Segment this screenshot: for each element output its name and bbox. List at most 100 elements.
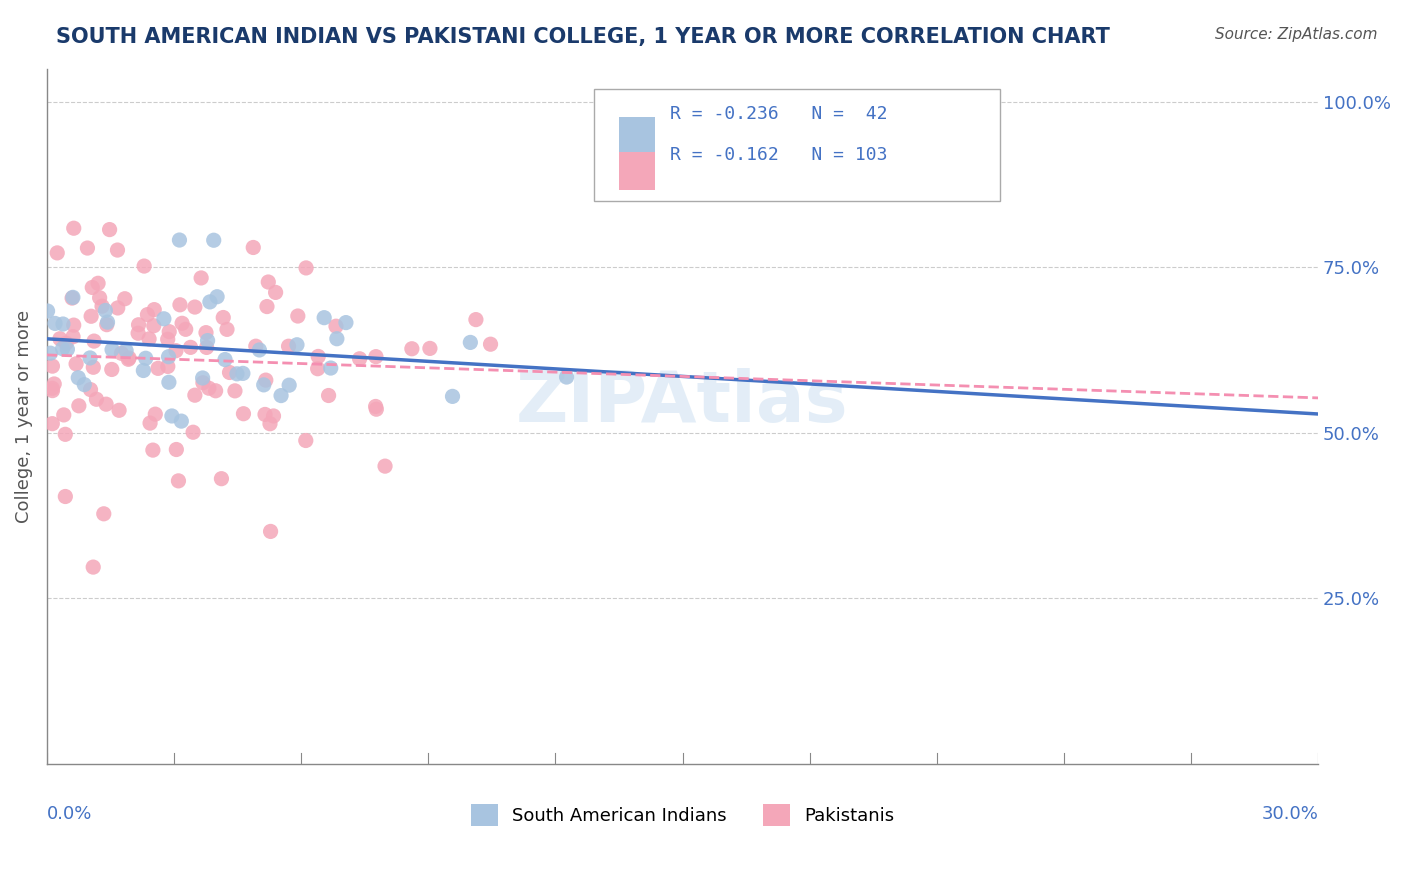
Point (142, 443, 165, 458)
Point (132, 363, 155, 377)
Point (264, 285, 287, 300)
Point (44, 376, 66, 391)
Point (73, 377, 96, 392)
Point (96, 315, 118, 329)
Point (44, 317, 66, 331)
Point (460, 335, 482, 350)
Point (41, 381, 63, 395)
Point (110, 346, 132, 360)
Point (79, 383, 101, 397)
Point (318, 388, 340, 402)
Point (160, 409, 183, 423)
Point (232, 407, 254, 421)
Point (115, 343, 138, 358)
Text: SOUTH AMERICAN INDIAN VS PAKISTANI COLLEGE, 1 YEAR OR MORE CORRELATION CHART: SOUTH AMERICAN INDIAN VS PAKISTANI COLLE… (56, 27, 1111, 46)
Point (204, 384, 226, 398)
Point (218, 366, 240, 380)
Point (169, 233, 191, 247)
Point (184, 388, 207, 402)
Point (127, 326, 149, 341)
Point (82, 560, 104, 574)
Point (224, 384, 246, 398)
Point (51, 342, 73, 356)
Point (366, 402, 388, 417)
Text: R = -0.162   N = 103: R = -0.162 N = 103 (669, 146, 887, 164)
Point (441, 389, 464, 403)
FancyBboxPatch shape (593, 89, 1000, 201)
Point (56, 343, 79, 357)
Point (143, 302, 166, 317)
Point (278, 378, 301, 392)
Point (172, 316, 194, 330)
Point (100, 362, 122, 376)
Point (86, 392, 108, 407)
Point (157, 350, 180, 364)
Point (89, 291, 111, 305)
Point (259, 417, 281, 431)
Point (60, 291, 83, 305)
Point (326, 332, 349, 346)
Point (94, 397, 117, 411)
Point (174, 322, 197, 336)
Legend: South American Indians, Pakistanis: South American Indians, Pakistanis (464, 797, 901, 833)
Point (82, 280, 104, 294)
Point (153, 311, 176, 326)
Point (62, 221, 84, 235)
Point (277, 339, 299, 353)
Point (62, 329, 84, 343)
Point (55, 336, 77, 351)
Point (419, 342, 441, 356)
Point (82, 360, 104, 375)
Point (191, 371, 214, 385)
Point (142, 318, 165, 333)
Y-axis label: College, 1 year or more: College, 1 year or more (15, 310, 32, 523)
Point (214, 352, 236, 367)
Point (108, 403, 131, 417)
Point (67, 370, 90, 384)
Point (263, 409, 285, 423)
Point (157, 325, 180, 339)
Point (242, 240, 264, 254)
Point (49, 332, 72, 346)
Point (195, 340, 218, 354)
Point (156, 332, 179, 346)
Point (198, 294, 221, 309)
Point (118, 351, 141, 365)
Point (197, 334, 219, 348)
Point (401, 342, 423, 356)
Point (464, 312, 486, 326)
Point (253, 408, 276, 422)
Point (83, 334, 105, 348)
Point (226, 367, 249, 381)
Point (294, 434, 316, 448)
Point (52, 317, 75, 331)
Text: ZIPAtlas: ZIPAtlas (516, 368, 849, 437)
Point (257, 275, 280, 289)
Point (91, 299, 114, 313)
Point (325, 319, 347, 334)
FancyBboxPatch shape (619, 152, 655, 190)
Point (65, 357, 87, 371)
Point (180, 340, 202, 354)
Point (134, 259, 156, 273)
Point (335, 316, 357, 330)
Point (46, 246, 69, 260)
Point (107, 301, 129, 315)
Point (167, 474, 190, 488)
Point (101, 343, 124, 357)
Point (156, 359, 179, 374)
Point (287, 309, 309, 323)
Point (146, 361, 169, 376)
Point (209, 472, 232, 486)
Point (307, 350, 329, 364)
Text: Source: ZipAtlas.com: Source: ZipAtlas.com (1215, 27, 1378, 42)
Point (349, 351, 371, 366)
Point (212, 310, 235, 325)
Point (52, 408, 75, 422)
Point (62, 290, 84, 304)
Point (139, 416, 162, 430)
Point (67, 399, 90, 413)
Point (319, 361, 342, 376)
Point (157, 376, 180, 390)
Point (107, 243, 129, 257)
